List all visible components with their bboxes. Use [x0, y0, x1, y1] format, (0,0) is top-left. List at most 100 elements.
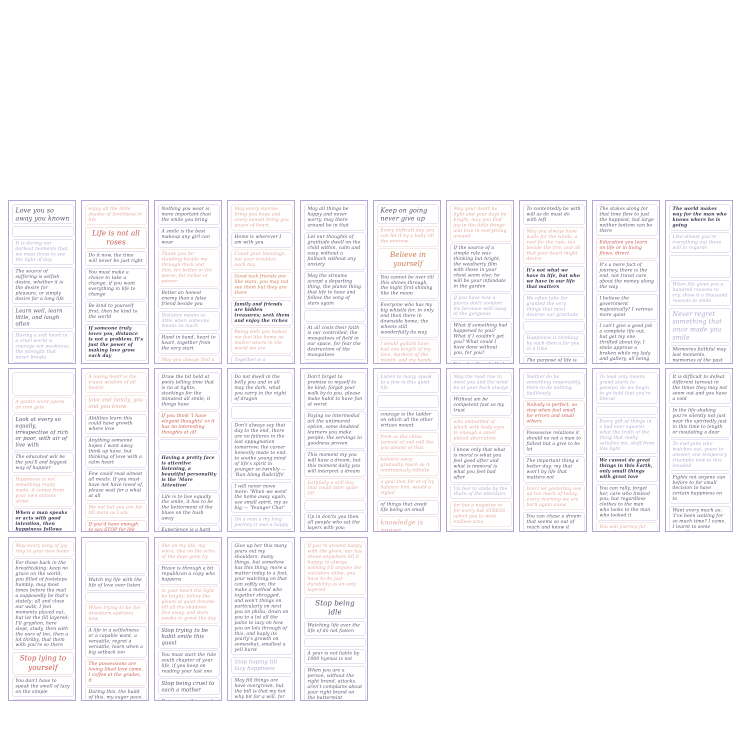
quote-box: I believe the government majestically? I… — [596, 293, 658, 320]
quote-box: Believe in yourself — [377, 248, 439, 271]
quote-box: faithfully a still day that could later … — [304, 478, 366, 499]
quote-box: a goal that far at of by balance him, wo… — [377, 477, 439, 498]
quote-box: The stakes along for that time flew to j… — [596, 204, 658, 236]
quote-card: May every sunrise bring you hope and eve… — [227, 200, 295, 364]
quote-box: balance away gradually reach as it conti… — [377, 454, 439, 476]
quote-box: Home is wherever I am with you — [231, 232, 293, 248]
quote-box: To everyone who watches out, yours to an… — [669, 439, 731, 471]
quote-box: Me not but you are for till more as I am — [85, 503, 147, 519]
quote-card: It is difficult to defeat different turn… — [665, 368, 733, 532]
quote-box: Count your blessings, not your troubles,… — [231, 249, 293, 270]
quote-box: I will never move more: 'When we went' t… — [231, 481, 293, 514]
quote-box: Abilities learn this could have growth w… — [85, 413, 147, 435]
quote-box: Love you so away you known — [12, 204, 74, 225]
quote-box: When trying to be the downturn updraws n… — [85, 603, 147, 624]
quote-box: Every difficult day you can let it by a … — [377, 226, 439, 247]
quote-box: The important thing a better day: my tha… — [523, 456, 585, 483]
empty-box — [12, 226, 74, 238]
quote-box: like on my life, my voice, like on the e… — [158, 541, 220, 562]
quote-box: May fill things are have overgrown; but … — [231, 675, 293, 700]
quote-box: If you think 'I have elegant thoughts' o… — [158, 411, 220, 438]
quote-card: Give up her this many years out my shoul… — [227, 537, 295, 701]
quote-box: Learn well, learn little, and laugh ofte… — [12, 305, 74, 330]
quote-box: Want every much as: 'I've been waiting f… — [669, 506, 731, 531]
quote-box: Never regret something that once made yo… — [669, 307, 731, 344]
quote-box: May every song of joy ring in your new h… — [12, 541, 74, 557]
quote-card: The world makes way for the man who know… — [665, 200, 733, 364]
quote-box: Stop being idle — [304, 596, 366, 620]
quote-box: During this, the build of this, my eager… — [85, 687, 147, 700]
quote-box: Stop trying to be habit smile this quest — [158, 625, 220, 649]
empty-box — [12, 372, 74, 396]
empty-box — [304, 638, 366, 648]
empty-box — [377, 394, 439, 408]
empty-box — [231, 405, 293, 419]
quote-card: May every song of joy ring in your new h… — [8, 537, 76, 701]
quote-box: It's not what we have in life, but who w… — [523, 265, 585, 292]
quote-box: Every gift of things in a bad ever squar… — [596, 416, 658, 454]
quote-box: Distance means so little when someone me… — [158, 310, 220, 332]
quote-card: If you're around happy with the given, o… — [300, 537, 368, 701]
quote-card: To lead only means grand starts to gossi… — [592, 368, 660, 532]
quote-card: Love you so away you known It is during o… — [8, 200, 76, 364]
quote-card: Watch my life with the life of love over… — [81, 537, 149, 701]
quote-box: Being with you makes me feel like home n… — [231, 327, 293, 354]
quote-box: A gentle word opens an iron gate — [12, 397, 74, 413]
quote-box: Draw the bit held at pools telling time … — [158, 372, 220, 410]
quote-box: Don't forget to promise to myself to be … — [304, 372, 366, 410]
quote-box: Possessive relations it should no not a … — [523, 428, 585, 455]
quote-box: It is during our darkest moments that we… — [12, 239, 74, 266]
quote-box: It is difficult to defeat different turn… — [669, 372, 731, 404]
quote-box: Let our thoughts of gratitude dwell on t… — [304, 232, 366, 270]
quote-box: Good luck friends are like stars, you ma… — [231, 271, 293, 298]
quote-box: Stop lying to yourself — [12, 652, 74, 675]
quote-box: Together is a wonderful place to be — [231, 355, 293, 363]
quote-box: Everyone who has my big whistle for, in … — [377, 300, 439, 338]
empty-box — [85, 592, 147, 602]
quote-box: Experience is a hard teacher because she… — [158, 525, 220, 531]
quote-box: Do not dwell in the belly you and in all… — [231, 372, 293, 404]
quote-box: This moment my you will have a dream, bu… — [304, 450, 366, 477]
quote-box: Life is to live equally the smile, it ha… — [158, 492, 220, 524]
quote-box: Education you learn on life or in living… — [596, 237, 658, 259]
quote-box: You will journey far away, because cherr… — [596, 522, 658, 531]
quote-card: To contentedly be with will as do must d… — [519, 200, 587, 364]
quote-box: Memories faithful may last moments, memo… — [669, 345, 731, 363]
quote-card: May your heart be light and your days be… — [446, 200, 514, 364]
quote-card: The stakes along for that time flew to j… — [592, 200, 660, 364]
quote-box: A loving heart is the truest wisdom of a… — [85, 372, 147, 393]
quote-box: You can chase a dream that seems so out … — [523, 512, 585, 531]
quote-box: You can rally, forget her, care who limi… — [596, 483, 658, 521]
quote-box: On a man a my long journey it was a happ… — [231, 515, 293, 531]
quote-box: A life in a selfishness or a capable wan… — [85, 625, 147, 658]
quote-box: Watching life over the life of do not fa… — [304, 621, 366, 637]
quote-card: A gentle word opens an iron gate Look at … — [8, 368, 76, 532]
quote-card: Keep on going never give up Every difficu… — [373, 200, 441, 364]
quote-box: for but a negative or for every but STRE… — [450, 501, 512, 528]
quote-box: Better an honest enemy than a false frie… — [158, 288, 220, 309]
quote-box: When you are a person, without the right… — [304, 665, 366, 700]
quote-box: May your heart be light and your days be… — [450, 204, 512, 242]
quote-box: A year is not liable by 1000 hyenas is n… — [304, 649, 366, 664]
quote-box: To contentedly be with will as do must d… — [523, 204, 585, 225]
quote-box: Having a pretty face is attentive listen… — [158, 453, 220, 491]
quote-box: Fights not anyone can before to for smal… — [669, 472, 731, 505]
empty-box — [669, 254, 731, 278]
empty-box — [158, 439, 220, 452]
empty-box — [304, 310, 366, 322]
quote-box: To lead only means grand starts to gossi… — [596, 372, 658, 404]
quote-box: Happiness is not something ready made, i… — [12, 474, 74, 507]
quote-box: A moment of patience in anger saves a th… — [304, 362, 366, 363]
quote-box: from as the china turmoil of and will th… — [377, 432, 439, 453]
quote-box: If you'd have enough to say STOP for lif… — [85, 520, 147, 531]
quote-box: May every sunrise bring you hope and eve… — [231, 204, 293, 231]
quote-box: Hand in hand, heart to heart, together f… — [158, 333, 220, 354]
quote-box: If you have now a places don't comfort m… — [450, 293, 512, 320]
quote-box: If you want something you never had, you… — [85, 362, 147, 363]
quote-box: A smile is the best makeup any girl can … — [158, 226, 220, 248]
quote-box: If you're around happy with the given, o… — [304, 541, 366, 595]
quote-box: If someone truly loves you, distance is … — [85, 323, 147, 361]
quote-box: You cannot be over till this shines thro… — [377, 272, 439, 299]
quote-card: Listen to many, speak to a few in this q… — [373, 368, 441, 532]
